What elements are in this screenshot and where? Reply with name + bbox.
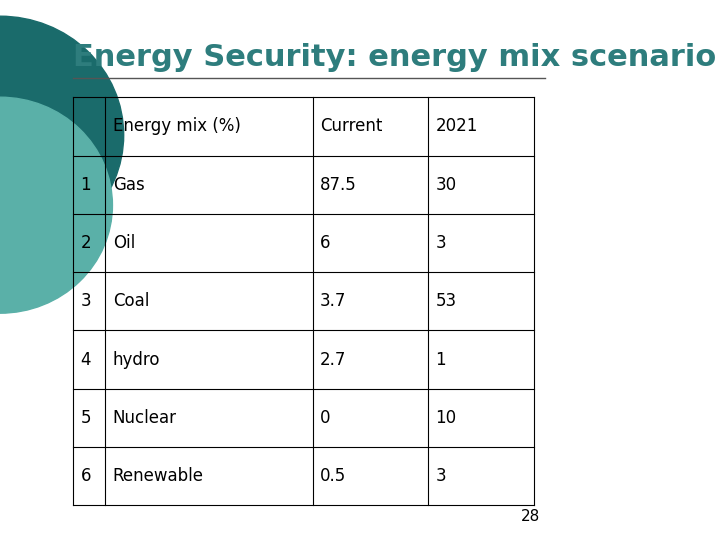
Text: Energy mix (%): Energy mix (%) bbox=[112, 117, 240, 136]
Text: 4: 4 bbox=[81, 350, 91, 369]
Text: 0: 0 bbox=[320, 409, 330, 427]
Text: 2.7: 2.7 bbox=[320, 350, 346, 369]
Text: Gas: Gas bbox=[112, 176, 145, 194]
Text: 3.7: 3.7 bbox=[320, 292, 346, 310]
Text: Coal: Coal bbox=[112, 292, 149, 310]
Text: Nuclear: Nuclear bbox=[112, 409, 176, 427]
Text: 2: 2 bbox=[81, 234, 91, 252]
Text: 10: 10 bbox=[436, 409, 456, 427]
Text: 28: 28 bbox=[521, 509, 540, 524]
Text: 0.5: 0.5 bbox=[320, 467, 346, 485]
Text: 53: 53 bbox=[436, 292, 456, 310]
Circle shape bbox=[0, 97, 112, 313]
Text: 30: 30 bbox=[436, 176, 456, 194]
Text: 2021: 2021 bbox=[436, 117, 478, 136]
Text: Oil: Oil bbox=[112, 234, 135, 252]
Text: 87.5: 87.5 bbox=[320, 176, 357, 194]
Text: 3: 3 bbox=[436, 467, 446, 485]
Circle shape bbox=[0, 16, 124, 254]
Text: 1: 1 bbox=[436, 350, 446, 369]
Text: 3: 3 bbox=[81, 292, 91, 310]
Text: 6: 6 bbox=[320, 234, 330, 252]
Text: Renewable: Renewable bbox=[112, 467, 204, 485]
Text: Current: Current bbox=[320, 117, 382, 136]
Text: 6: 6 bbox=[81, 467, 91, 485]
Text: hydro: hydro bbox=[112, 350, 160, 369]
Text: 5: 5 bbox=[81, 409, 91, 427]
Text: Energy Security: energy mix scenario: Energy Security: energy mix scenario bbox=[73, 43, 716, 72]
Text: 1: 1 bbox=[81, 176, 91, 194]
Text: 3: 3 bbox=[436, 234, 446, 252]
